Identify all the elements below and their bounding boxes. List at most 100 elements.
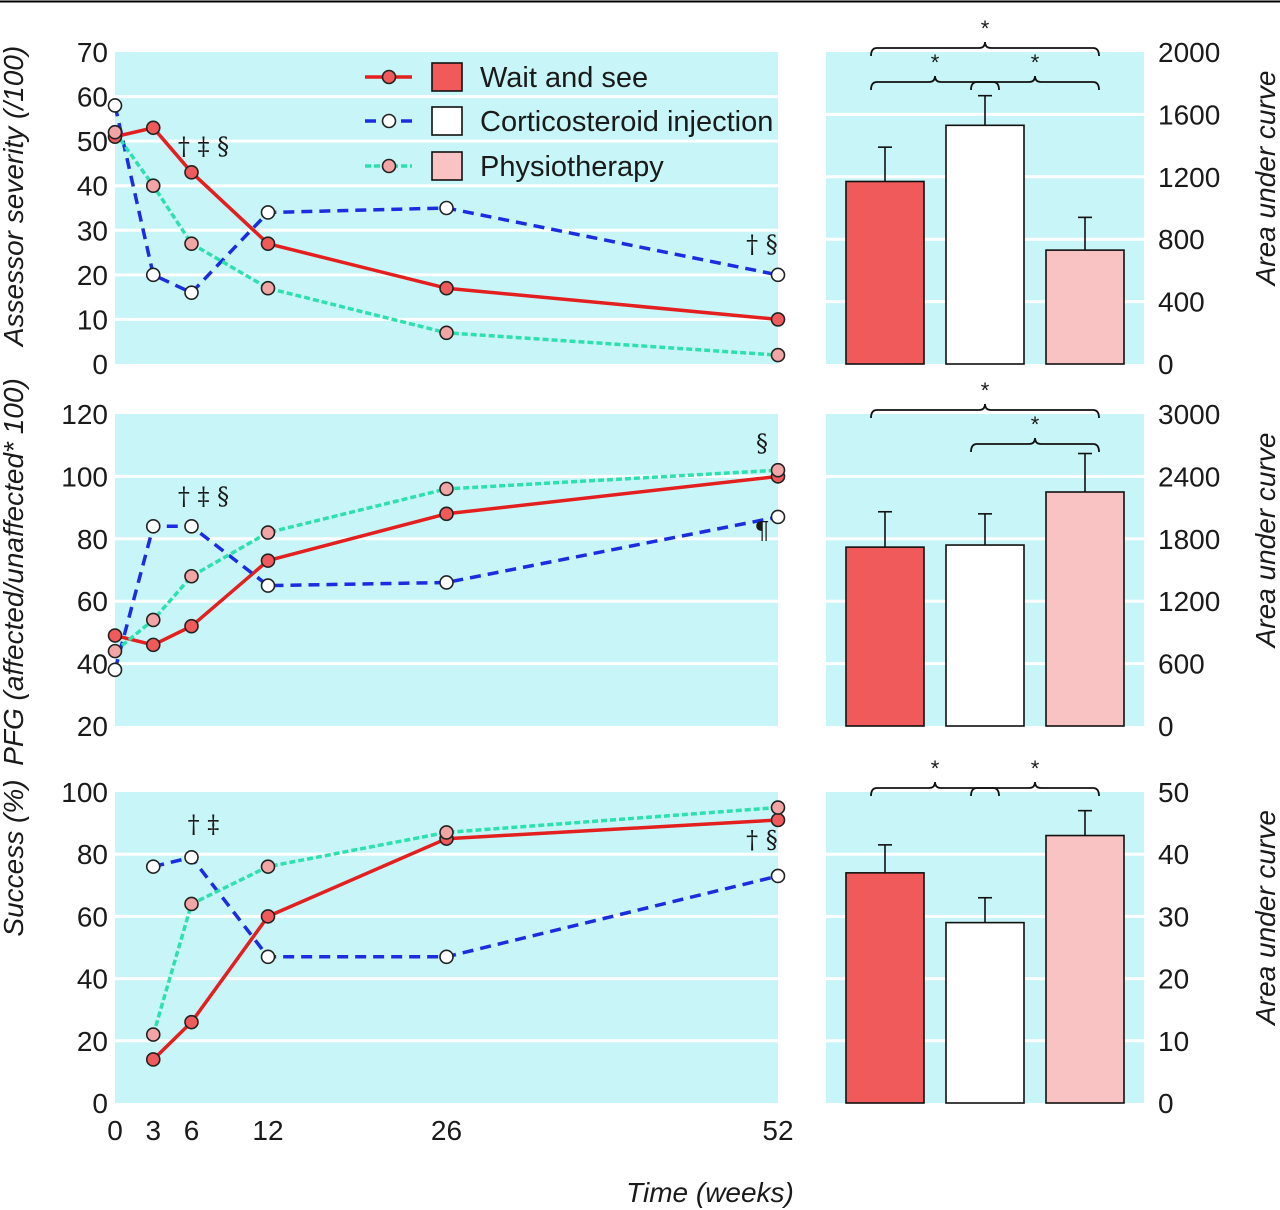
y-tick-label: 50 — [1158, 777, 1189, 808]
data-point-wait — [145, 120, 161, 136]
data-point-wait — [145, 637, 161, 653]
y-tick-label: 1200 — [1158, 586, 1220, 617]
y-tick-label: 100 — [61, 777, 108, 808]
x-tick-label: 6 — [184, 1115, 200, 1146]
data-point-physio — [184, 896, 199, 912]
data-point-wait — [770, 812, 786, 828]
y-tick-label: 400 — [1158, 287, 1205, 318]
line-chart-2: 20 40 60 80 100 120 PFG (affected/unaffected* … — [0, 378, 786, 766]
series-line-physio — [113, 131, 779, 357]
data-point-cortico — [260, 578, 276, 593]
x-tick-label: 26 — [431, 1115, 462, 1146]
bar-physio — [1045, 491, 1125, 727]
data-point-cortico — [184, 519, 199, 534]
significance-bracket — [870, 41, 1100, 57]
significance-annotation: † ‡ — [188, 810, 220, 838]
data-point-cortico — [145, 519, 161, 534]
legend-marker-physio — [381, 158, 397, 174]
data-point-physio — [107, 124, 123, 140]
y-tick-label: 0 — [92, 349, 108, 380]
x-axis-title: Time (weeks) — [626, 1177, 794, 1208]
charts: 0 10 20 30 40 50 60 70 Assessor severity (/100) †… — [0, 16, 1280, 1119]
significance-star: * — [931, 50, 940, 75]
y-tick-label: 60 — [77, 82, 108, 113]
y-axis-title: Area under curve — [1250, 433, 1280, 650]
data-point-cortico — [770, 267, 786, 283]
x-tick-label: 0 — [107, 1115, 123, 1146]
y-tick-label: 2000 — [1158, 37, 1220, 68]
x-axis: 0 3 6 12 26 52 — [107, 1115, 793, 1146]
significance-star: * — [1031, 50, 1040, 75]
y-tick-label: 10 — [77, 304, 108, 335]
data-point-physio — [145, 612, 161, 628]
data-point-wait — [107, 628, 123, 643]
data-point-physio — [145, 178, 161, 194]
y-tick-label: 60 — [77, 586, 108, 617]
series-line-physio — [113, 468, 779, 653]
data-point-wait — [145, 1052, 161, 1067]
legend-marker-cortico — [381, 113, 397, 129]
data-point-cortico — [184, 285, 199, 300]
bar-chart-2: 0 600 1200 1800 2400 3000 Area under curve * * — [826, 378, 1280, 742]
series-line-cortico — [113, 515, 779, 671]
data-point-wait — [260, 553, 276, 568]
data-point-physio — [770, 462, 786, 478]
y-tick-label: 0 — [1158, 1088, 1174, 1119]
data-point-physio — [184, 236, 199, 251]
y-tick-label: 20 — [1158, 964, 1189, 995]
data-point-cortico — [770, 509, 786, 525]
bar-cortico — [945, 544, 1025, 727]
significance-star: * — [1031, 412, 1040, 437]
significance-annotation: ¶ — [754, 517, 769, 545]
bar-chart-3: 0 10 20 30 40 50 Area under curve * * — [826, 756, 1280, 1119]
data-point-physio — [439, 825, 454, 840]
significance-bracket — [870, 403, 1100, 419]
significance-annotation: † § — [746, 231, 778, 259]
data-point-cortico — [184, 850, 199, 865]
line-chart-3: 0 20 40 60 80 100 Success (%) † ‡ † § — [0, 777, 786, 1119]
y-tick-label: 60 — [77, 901, 108, 932]
y-tick-label: 80 — [77, 524, 108, 555]
data-point-cortico — [439, 575, 454, 590]
y-tick-label: 20 — [77, 711, 108, 742]
bar-chart-1: 0 400 800 1200 1600 2000 Area under curve * * * — [826, 16, 1280, 380]
bar-wait — [845, 872, 925, 1104]
data-point-cortico — [145, 267, 161, 283]
significance-annotation: † § — [746, 826, 778, 854]
y-tick-label: 100 — [61, 461, 108, 492]
data-point-cortico — [107, 662, 123, 678]
y-tick-label: 20 — [77, 260, 108, 291]
significance-star: * — [931, 756, 940, 781]
bar-wait — [845, 180, 925, 365]
y-tick-label: 50 — [77, 126, 108, 157]
data-point-wait — [260, 909, 276, 924]
data-point-wait — [184, 1014, 199, 1030]
y-tick-label: 0 — [1158, 349, 1174, 380]
y-tick-label: 40 — [77, 171, 108, 202]
bar-physio — [1045, 834, 1125, 1104]
legend-swatch-cortico — [431, 106, 463, 136]
y-tick-label: 1600 — [1158, 99, 1220, 130]
data-point-wait — [184, 165, 199, 180]
significance-annotation: † ‡ § — [178, 482, 229, 510]
y-tick-label: 800 — [1158, 224, 1205, 255]
y-tick-label: 2400 — [1158, 461, 1220, 492]
significance-bracket — [970, 437, 1100, 453]
y-tick-label: 120 — [61, 399, 108, 430]
data-point-wait — [439, 280, 454, 296]
data-point-cortico — [260, 205, 276, 220]
y-tick-label: 1800 — [1158, 524, 1220, 555]
data-point-physio — [184, 568, 199, 584]
y-tick-label: 30 — [1158, 901, 1189, 932]
significance-star: * — [981, 16, 990, 41]
y-axis-title: Area under curve — [1250, 71, 1280, 288]
data-point-physio — [107, 643, 123, 659]
data-point-physio — [260, 859, 276, 874]
data-point-physio — [439, 325, 454, 341]
y-tick-label: 1200 — [1158, 162, 1220, 193]
data-point-wait — [184, 618, 199, 634]
data-point-cortico — [107, 98, 123, 113]
legend-swatch-wait — [431, 62, 463, 92]
data-point-physio — [439, 481, 454, 497]
